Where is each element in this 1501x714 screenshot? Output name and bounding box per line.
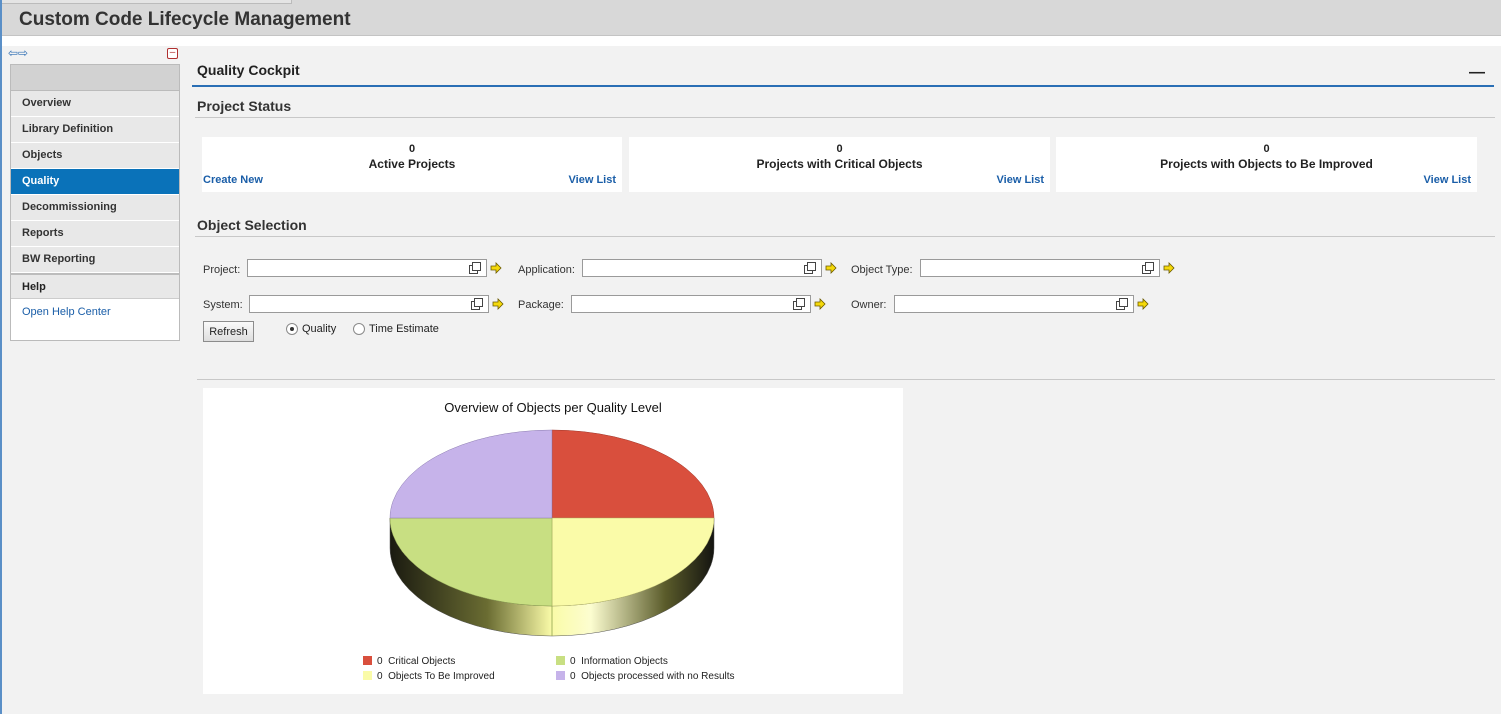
title-top-strip: [2, 0, 292, 4]
title-divider: [192, 85, 1494, 87]
package-label: Package:: [518, 299, 564, 311]
refresh-button[interactable]: Refresh: [203, 321, 254, 342]
sidebar-item-decommissioning[interactable]: Decommissioning: [11, 195, 179, 221]
legend-critical-objects: 0 Critical Objects: [363, 656, 455, 667]
pie-slice-objects-to-be-improved: [551, 517, 715, 607]
project-input[interactable]: [247, 259, 487, 277]
legend-no-results-label: Objects processed with no Results: [581, 671, 735, 682]
legend-improve-count: 0: [377, 671, 383, 682]
improve-projects-count: 0: [1263, 143, 1270, 155]
system-input[interactable]: [249, 295, 489, 313]
sidebar-help-heading: Help: [11, 275, 179, 299]
legend-information-count: 0: [570, 656, 576, 667]
stat-box-improve-projects: 0 Projects with Objects to Be Improved V…: [1056, 137, 1477, 192]
history-arrows-icon[interactable]: ⇦⇨: [8, 46, 29, 60]
pie-slice-critical-objects: [551, 429, 715, 519]
critical-projects-count: 0: [836, 143, 843, 155]
quality-level-chart: Overview of Objects per Quality Level: [203, 388, 903, 694]
package-input[interactable]: [571, 295, 811, 313]
legend-swatch-improve: [363, 671, 372, 680]
application-input[interactable]: [582, 259, 822, 277]
app-title: Custom Code Lifecycle Management: [19, 9, 351, 30]
project-value-help-icon[interactable]: [469, 262, 481, 274]
application-label: Application:: [518, 264, 575, 276]
object-selection-heading: Object Selection: [197, 217, 307, 233]
pie-chart-svg: [389, 429, 715, 637]
sidebar-item-bw-reporting[interactable]: BW Reporting: [11, 247, 179, 273]
critical-projects-label: Projects with Critical Objects: [756, 157, 923, 171]
legend-swatch-information: [556, 656, 565, 665]
sidebar-item-reports[interactable]: Reports: [11, 221, 179, 247]
radio-quality[interactable]: [286, 323, 298, 335]
sidebar-item-objects[interactable]: Objects: [11, 143, 179, 169]
object-type-go-arrow-icon[interactable]: [1163, 262, 1175, 274]
legend-improve-label: Objects To Be Improved: [388, 671, 495, 682]
active-projects-view-list-link[interactable]: View List: [568, 174, 616, 186]
project-label: Project:: [203, 264, 241, 276]
chart-title: Overview of Objects per Quality Level: [444, 400, 662, 415]
radio-time-estimate[interactable]: [353, 323, 365, 335]
legend-swatch-critical: [363, 656, 372, 665]
minimize-button[interactable]: —: [1469, 64, 1485, 81]
sidebar-header-strip: [11, 65, 179, 91]
legend-objects-no-results: 0 Objects processed with no Results: [556, 671, 735, 682]
owner-input[interactable]: [894, 295, 1134, 313]
owner-value-help-icon[interactable]: [1116, 298, 1128, 310]
project-status-heading: Project Status: [197, 98, 292, 114]
object-type-value-help-icon[interactable]: [1142, 262, 1154, 274]
system-go-arrow-icon[interactable]: [492, 298, 504, 310]
object-selection-divider: [195, 236, 1495, 237]
active-projects-count: 0: [408, 143, 416, 155]
pie-slice-objects-no-results: [389, 429, 553, 519]
open-help-center-link[interactable]: Open Help Center: [11, 299, 179, 325]
improve-projects-view-list-link[interactable]: View List: [1423, 174, 1471, 186]
package-value-help-icon[interactable]: [793, 298, 805, 310]
package-go-arrow-icon[interactable]: [814, 298, 826, 310]
legend-critical-count: 0: [377, 656, 383, 667]
legend-information-label: Information Objects: [581, 656, 668, 667]
stat-box-active-projects: 0 Active Projects Create New View List: [202, 137, 622, 192]
sidebar-item-overview[interactable]: Overview: [11, 91, 179, 117]
sidebar: Overview Library Definition Objects Qual…: [10, 64, 180, 341]
legend-objects-to-be-improved: 0 Objects To Be Improved: [363, 671, 495, 682]
create-new-link[interactable]: Create New: [203, 174, 263, 186]
sidebar-item-library-definition[interactable]: Library Definition: [11, 117, 179, 143]
object-type-input[interactable]: [920, 259, 1160, 277]
stat-box-critical-projects: 0 Projects with Critical Objects View Li…: [629, 137, 1050, 192]
collapse-sidebar-button[interactable]: –: [167, 48, 178, 59]
object-type-label: Object Type:: [851, 264, 913, 276]
project-status-divider: [195, 117, 1495, 118]
radio-time-estimate-label[interactable]: Time Estimate: [369, 323, 439, 335]
page-title: Quality Cockpit: [197, 62, 300, 78]
critical-projects-view-list-link[interactable]: View List: [996, 174, 1044, 186]
chart-divider: [197, 379, 1495, 380]
header-gap: [2, 36, 1501, 46]
application-go-arrow-icon[interactable]: [825, 262, 837, 274]
system-label: System:: [203, 299, 243, 311]
active-projects-label: Active Projects: [368, 157, 456, 171]
sidebar-divider: [11, 273, 179, 275]
system-value-help-icon[interactable]: [471, 298, 483, 310]
legend-swatch-no-results: [556, 671, 565, 680]
radio-quality-label[interactable]: Quality: [302, 323, 337, 335]
owner-label: Owner:: [851, 299, 887, 311]
legend-information-objects: 0 Information Objects: [556, 656, 668, 667]
title-bar: Custom Code Lifecycle Management: [2, 0, 1501, 36]
owner-go-arrow-icon[interactable]: [1137, 298, 1149, 310]
improve-projects-label: Projects with Objects to Be Improved: [1160, 157, 1373, 171]
pie-slice-information-objects: [389, 517, 553, 607]
legend-critical-label: Critical Objects: [388, 656, 456, 667]
project-go-arrow-icon[interactable]: [490, 262, 502, 274]
application-value-help-icon[interactable]: [804, 262, 816, 274]
sidebar-item-quality[interactable]: Quality: [11, 169, 179, 195]
legend-no-results-count: 0: [570, 671, 576, 682]
